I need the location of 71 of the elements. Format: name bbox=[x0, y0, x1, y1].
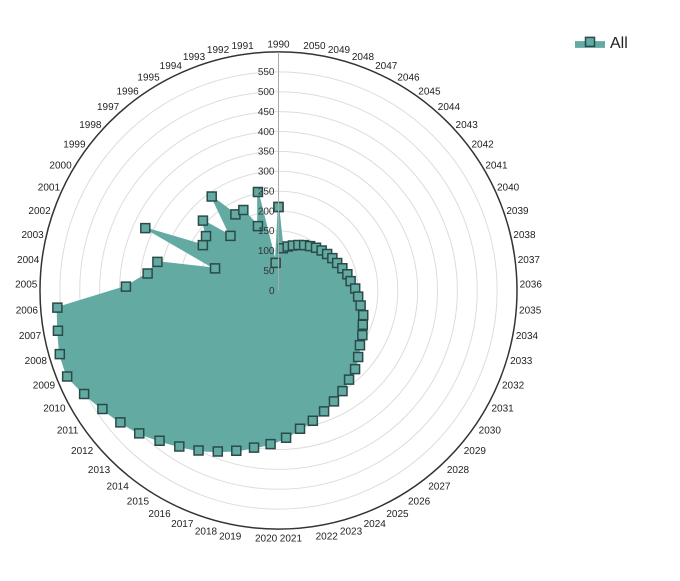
spoke-label: 2035 bbox=[519, 305, 542, 316]
spoke-label: 2007 bbox=[18, 330, 42, 342]
spoke-label: 2016 bbox=[148, 508, 172, 520]
spoke-label: 2012 bbox=[71, 446, 94, 458]
spoke-label: 2018 bbox=[194, 526, 218, 538]
spoke-label: 1992 bbox=[206, 45, 230, 56]
y-tick-label: 450 bbox=[258, 106, 275, 118]
spoke-label: 2028 bbox=[446, 464, 470, 476]
spoke-label: 2019 bbox=[219, 531, 242, 542]
spoke-label: 2024 bbox=[364, 518, 386, 530]
spoke-label: 2029 bbox=[464, 446, 486, 458]
spoke-label: 1991 bbox=[231, 40, 254, 52]
legend-label: All bbox=[610, 35, 628, 52]
spoke-label: 2038 bbox=[513, 230, 536, 242]
y-tick-label: 400 bbox=[258, 126, 275, 138]
spoke-label: 2030 bbox=[478, 426, 502, 437]
spoke-label: 2036 bbox=[520, 280, 542, 291]
spoke-label: 1990 bbox=[267, 39, 290, 50]
spoke-label: 1998 bbox=[79, 120, 102, 131]
spoke-label: 2026 bbox=[408, 496, 431, 508]
spoke-label: 1993 bbox=[182, 52, 206, 63]
spoke-label: 2027 bbox=[428, 482, 451, 493]
spoke-label: 2045 bbox=[418, 86, 441, 98]
spoke-label: 2039 bbox=[506, 206, 530, 217]
spoke-label: 2041 bbox=[485, 160, 508, 172]
spoke-label: 2013 bbox=[88, 464, 111, 476]
y-tick-label: 0 bbox=[268, 286, 275, 297]
spoke-label: 2042 bbox=[471, 139, 494, 150]
spoke-label: 2003 bbox=[21, 230, 44, 242]
spoke-label: 2001 bbox=[38, 182, 60, 194]
spoke-label: 2021 bbox=[280, 534, 302, 545]
y-tick-label: 500 bbox=[258, 87, 275, 98]
spoke-label: 2010 bbox=[43, 404, 66, 415]
y-tick-label: 550 bbox=[258, 67, 275, 78]
spoke-label: 2047 bbox=[375, 61, 398, 72]
spoke-label: 2015 bbox=[126, 496, 150, 508]
y-tick-label: 100 bbox=[258, 246, 275, 257]
spoke-label: 2043 bbox=[456, 120, 478, 131]
spoke-label: 2031 bbox=[491, 404, 514, 415]
y-tick-label: 350 bbox=[258, 146, 275, 158]
spoke-label: 2023 bbox=[340, 526, 363, 538]
spoke-label: 2020 bbox=[254, 534, 278, 545]
spoke-label: 1999 bbox=[63, 139, 86, 150]
spoke-label: 2005 bbox=[15, 280, 38, 291]
spoke-label: 2050 bbox=[303, 40, 326, 52]
spoke-label: 2004 bbox=[16, 254, 40, 266]
y-tick-label: 50 bbox=[263, 266, 275, 277]
spoke-label: 2046 bbox=[397, 72, 420, 84]
spoke-label: 2009 bbox=[32, 380, 56, 392]
y-tick-label: 300 bbox=[258, 166, 275, 178]
spoke-label: 2025 bbox=[386, 508, 410, 520]
spoke-label: 2022 bbox=[316, 531, 338, 542]
spoke-label: 2048 bbox=[352, 52, 375, 63]
spoke-label: 2017 bbox=[171, 518, 194, 530]
spoke-label: 2032 bbox=[502, 380, 525, 392]
spoke-label: 2002 bbox=[28, 206, 52, 217]
spoke-label: 2006 bbox=[16, 305, 38, 316]
spoke-label: 2000 bbox=[49, 160, 72, 172]
spoke-label: 1994 bbox=[160, 61, 182, 72]
spoke-label: 2011 bbox=[56, 426, 79, 437]
spoke-label: 2033 bbox=[510, 356, 533, 368]
spoke-label: 2049 bbox=[328, 45, 351, 56]
spoke-label: 1997 bbox=[96, 102, 120, 114]
spoke-label: 1996 bbox=[116, 86, 140, 98]
spoke-label: 2040 bbox=[497, 182, 520, 194]
spoke-label: 1995 bbox=[137, 72, 160, 84]
spoke-label: 2008 bbox=[24, 356, 48, 368]
spoke-label: 2014 bbox=[106, 482, 130, 493]
spoke-label: 2044 bbox=[438, 102, 460, 114]
spoke-label: 2034 bbox=[516, 330, 539, 342]
spoke-label: 2037 bbox=[518, 254, 540, 266]
